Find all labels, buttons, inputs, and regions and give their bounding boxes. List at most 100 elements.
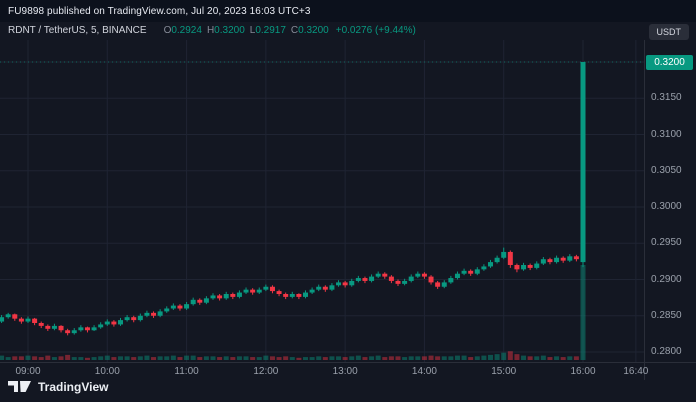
last-price-badge: 0.3200 bbox=[646, 55, 693, 70]
candle-body bbox=[534, 263, 540, 268]
time-tick-label: 09:00 bbox=[15, 366, 41, 377]
candle-body bbox=[454, 273, 460, 279]
ohlc-high-value: 0.3200 bbox=[214, 25, 245, 36]
tradingview-logo[interactable]: TradingView bbox=[8, 379, 108, 394]
candle-body bbox=[38, 323, 44, 326]
candle-body bbox=[488, 262, 494, 267]
volume-bar bbox=[210, 356, 216, 360]
candle-body bbox=[84, 327, 90, 331]
candle-body bbox=[336, 282, 342, 286]
volume-bar bbox=[256, 357, 262, 360]
symbol-title[interactable]: RDNT / TetherUS, 5, BINANCE bbox=[8, 25, 147, 36]
candle-body bbox=[573, 256, 579, 260]
volume-bar bbox=[540, 355, 546, 360]
candle-body bbox=[494, 257, 500, 263]
candle-body bbox=[547, 259, 553, 263]
time-tick-label: 15:00 bbox=[491, 366, 517, 377]
candle-body bbox=[408, 276, 414, 281]
candle-body bbox=[322, 286, 328, 290]
candle-body bbox=[501, 251, 507, 258]
candle-body bbox=[58, 325, 64, 331]
candle-body bbox=[256, 289, 262, 293]
attribution-bar: FU9898 published on TradingView.com, Jul… bbox=[0, 0, 696, 22]
candle-body bbox=[283, 294, 289, 297]
volume-bar bbox=[481, 355, 487, 360]
tradingview-logo-text: TradingView bbox=[38, 379, 109, 394]
candle-body bbox=[468, 270, 474, 274]
tradingview-logo-icon bbox=[8, 381, 31, 392]
candle-body bbox=[0, 317, 5, 322]
quote-currency-badge[interactable]: USDT bbox=[648, 24, 689, 40]
time-tick-label: 12:00 bbox=[253, 366, 279, 377]
ohlc-low-value: 0.2917 bbox=[255, 25, 286, 36]
candle-body bbox=[91, 327, 97, 331]
volume-bar bbox=[5, 357, 11, 360]
volume-bar bbox=[454, 355, 460, 360]
volume-bar bbox=[303, 357, 309, 360]
price-tick-label: 0.3100 bbox=[651, 128, 682, 140]
price-axis[interactable]: 0.3200 0.3150 0.3100 0.3050 0.3000 0.2950 0.29… bbox=[644, 40, 696, 362]
candle-body bbox=[402, 280, 408, 284]
candle-body bbox=[289, 294, 295, 297]
volume-bar bbox=[507, 351, 513, 360]
volume-bar bbox=[276, 357, 282, 360]
time-tick-label: 14:00 bbox=[411, 366, 437, 377]
candle-body bbox=[65, 330, 71, 334]
volume-bar bbox=[355, 355, 361, 360]
volume-bar bbox=[501, 352, 507, 360]
candle-body bbox=[580, 62, 586, 263]
candle-body bbox=[210, 295, 216, 299]
candle-body bbox=[309, 289, 315, 293]
ohlc-open-label: O bbox=[163, 25, 172, 36]
volume-bar bbox=[461, 355, 467, 360]
candle-body bbox=[435, 282, 441, 287]
candle-body bbox=[342, 282, 348, 286]
candle-body bbox=[190, 299, 196, 305]
candle-body bbox=[104, 321, 110, 325]
volume-bar bbox=[236, 356, 242, 360]
volume-bar bbox=[45, 355, 51, 360]
volume-bar bbox=[203, 356, 209, 360]
candle-body bbox=[12, 314, 18, 319]
volume-bar bbox=[104, 355, 110, 360]
symbol-legend: RDNT / TetherUS, 5, BINANCE O0.2924 H0.320… bbox=[8, 25, 416, 36]
volume-bar bbox=[388, 356, 394, 360]
volume-bar bbox=[78, 357, 84, 360]
candle-body bbox=[32, 318, 38, 323]
volume-bar bbox=[190, 355, 196, 360]
volume-bar bbox=[177, 357, 183, 360]
candle-body bbox=[118, 320, 124, 325]
candle-body bbox=[263, 286, 269, 290]
candle-body bbox=[461, 270, 467, 274]
candle-body bbox=[421, 273, 427, 277]
candle-body bbox=[362, 278, 368, 281]
candle-body bbox=[382, 273, 388, 277]
ohlc-close-label: C bbox=[290, 25, 299, 36]
volume-bar bbox=[289, 357, 295, 360]
price-tick-label: 0.2800 bbox=[651, 346, 682, 357]
volume-bar bbox=[336, 356, 342, 360]
volume-bar bbox=[494, 354, 500, 360]
volume-bar bbox=[58, 356, 64, 360]
time-axis[interactable]: 09:00 10:00 11:00 12:00 13:00 14:00 15:00 16:00… bbox=[0, 365, 696, 381]
volume-bar bbox=[124, 356, 130, 360]
volume-bar bbox=[269, 356, 275, 360]
volume-bar bbox=[98, 356, 104, 360]
candle-body bbox=[111, 321, 117, 325]
volume-bar bbox=[296, 357, 302, 360]
candle-body bbox=[184, 304, 190, 309]
candle-body bbox=[157, 311, 163, 316]
candle-body bbox=[45, 325, 51, 329]
volume-bar bbox=[84, 357, 90, 360]
volume-bar bbox=[25, 355, 31, 360]
candle-body bbox=[560, 257, 566, 261]
volume-bar bbox=[382, 357, 388, 360]
candle-body bbox=[507, 251, 513, 265]
volume-bar bbox=[342, 357, 348, 360]
time-tick-label: 16:00 bbox=[570, 366, 596, 377]
candle-body bbox=[51, 325, 57, 329]
candle-body bbox=[514, 265, 520, 270]
candle-body bbox=[269, 286, 275, 292]
price-tick-label: 0.2900 bbox=[651, 273, 682, 285]
